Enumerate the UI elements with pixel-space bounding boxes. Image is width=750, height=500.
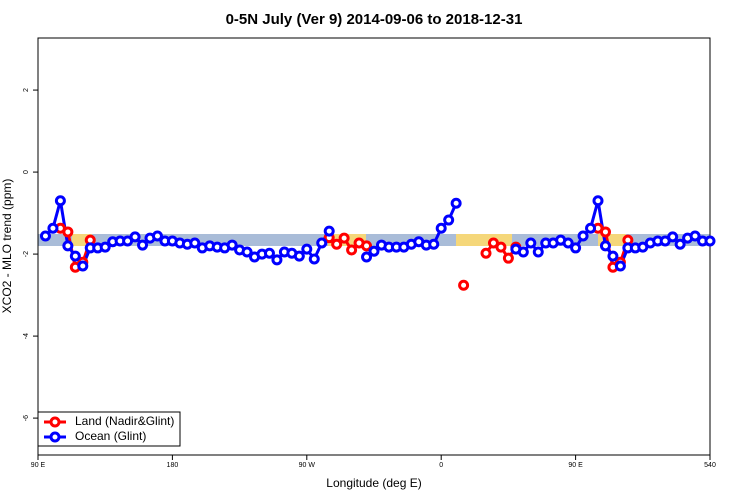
data-point [577,230,589,242]
data-point [435,222,447,234]
data-point [592,195,604,207]
data-point [338,232,350,244]
y-tick-label: 2 [23,88,30,92]
chart-title: 0-5N July (Ver 9) 2014-09-06 to 2018-12-… [226,11,523,28]
data-point [570,242,582,254]
data-point [607,250,619,262]
data-point [599,240,611,252]
data-point [137,239,149,251]
data-point [241,246,253,258]
legend-marker [49,416,61,428]
data-point [226,239,238,251]
data-point [361,240,373,252]
x-tick-label: 90 W [299,462,316,469]
x-tick-label: 90 E [568,462,583,469]
legend-marker [49,431,61,443]
data-point [308,253,320,265]
data-point [689,230,701,242]
data-point [316,237,328,249]
x-tick-label: 540 [704,462,716,469]
data-point [443,214,455,226]
y-tick-label: -4 [23,333,30,339]
y-tick-label: -2 [23,251,30,257]
plot-frame [37,37,711,456]
data-point [99,241,111,253]
data-point [450,197,462,209]
data-point [361,251,373,263]
data-point [62,226,74,238]
y-tick-label: 0 [23,170,30,174]
data-point [368,245,380,257]
data-point [62,240,74,252]
x-tick-label: 180 [167,462,179,469]
data-point [54,195,66,207]
legend-label: Ocean (Glint) [75,429,146,443]
data-point [293,250,305,262]
data-point [614,260,626,272]
x-tick-label: 0 [439,462,443,469]
data-point [525,237,537,249]
data-point [77,260,89,272]
data-point [129,231,141,243]
legend-label: Land (Nadir&Glint) [75,414,174,428]
data-point [346,244,358,256]
y-tick-label: -6 [23,415,30,421]
legend-box [37,411,181,447]
y-axis-label: XCO2 - MLO trend (ppm) [0,179,14,314]
data-point [704,235,716,247]
x-axis-label: Longitude (deg E) [326,476,421,490]
data-point [301,243,313,255]
data-point [428,238,440,250]
data-point [562,237,574,249]
data-point [39,230,51,242]
data-point [585,222,597,234]
data-point [517,246,529,258]
data-point [502,252,514,264]
data-point [271,254,283,266]
data-point [263,247,275,259]
data-point [674,238,686,250]
data-point [323,225,335,237]
data-point [189,237,201,249]
data-point [667,231,679,243]
data-point [599,226,611,238]
data-point [151,230,163,242]
data-point [532,246,544,258]
data-point [480,247,492,259]
data-point [495,241,507,253]
data-point [458,279,470,291]
data-point [47,222,59,234]
x-tick-label: 90 E [31,462,46,469]
data-point [331,238,343,250]
data-point [69,250,81,262]
